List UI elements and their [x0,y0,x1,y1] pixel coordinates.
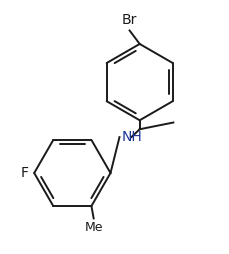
Text: NH: NH [121,130,142,144]
Text: F: F [21,166,28,180]
Text: Br: Br [121,13,137,27]
Text: Me: Me [85,221,103,234]
